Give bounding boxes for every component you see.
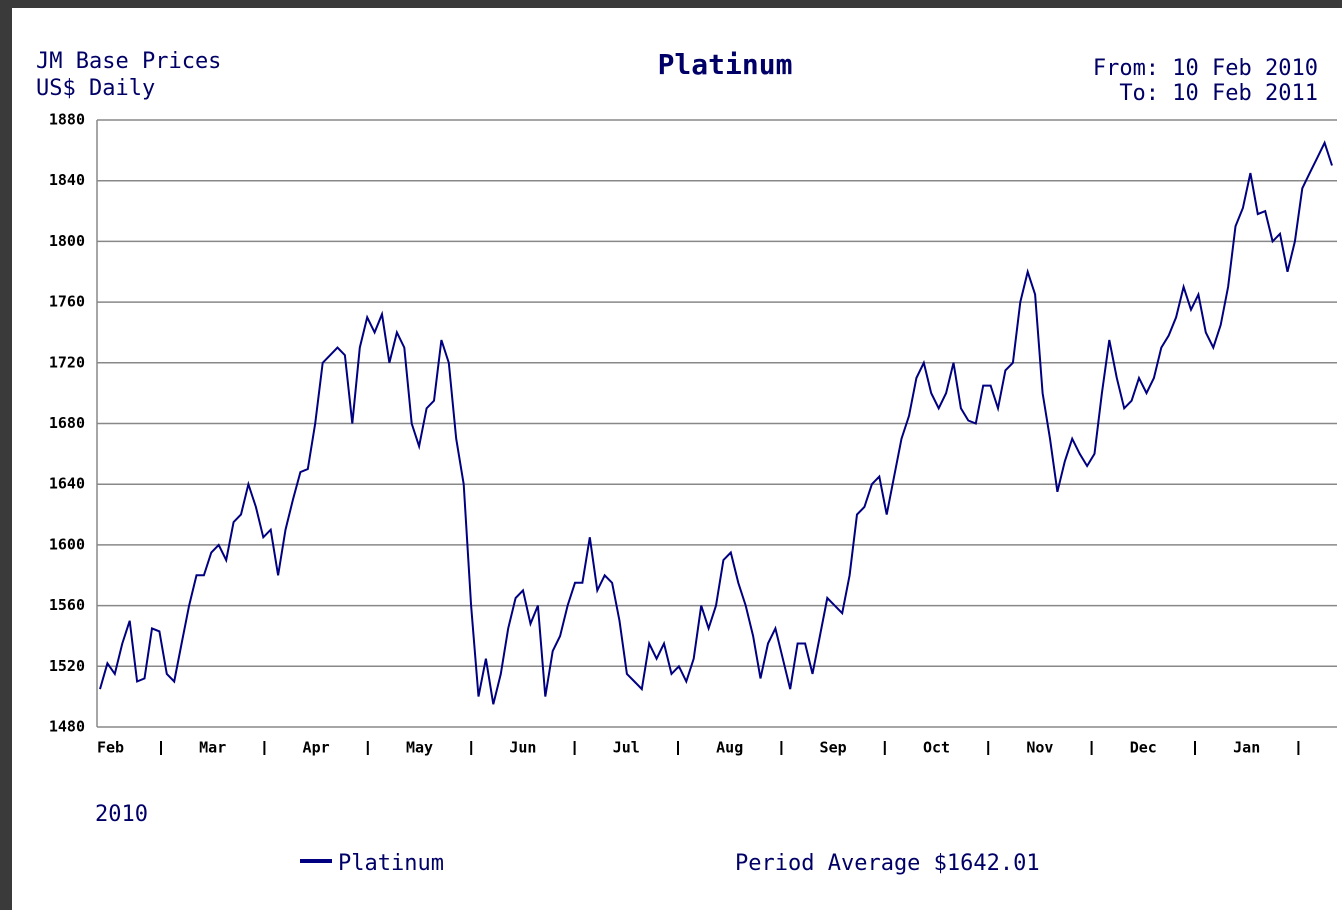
y-tick-label: 1600 xyxy=(49,535,85,553)
price-line xyxy=(99,140,1333,705)
y-tick-label: 1480 xyxy=(49,718,85,736)
x-tick-label: Aug xyxy=(716,739,743,757)
y-tick-label: 1680 xyxy=(49,414,85,432)
header-left: JM Base Prices xyxy=(36,49,221,74)
x-tick-label: Jul xyxy=(613,739,640,757)
x-tick-label: Mar xyxy=(199,739,226,757)
y-tick-label: 1560 xyxy=(49,596,85,614)
year-label: 2010 xyxy=(95,802,148,827)
y-tick-label: 1840 xyxy=(49,171,85,189)
x-tick-label: Dec xyxy=(1130,739,1157,757)
x-tick-label: Apr xyxy=(303,739,330,757)
range-text: From: 10 Feb 2010 xyxy=(1093,56,1318,81)
y-tick-label: 1760 xyxy=(49,293,85,311)
y-tick-label: 1720 xyxy=(49,353,85,371)
range-text: To: 10 Feb 2011 xyxy=(1119,81,1318,106)
x-tick-label: Jan xyxy=(1233,739,1260,757)
x-tick-label: Feb xyxy=(97,739,124,757)
header-left: US$ Daily xyxy=(36,76,155,101)
annotation: Period Average $1642.01 xyxy=(735,851,1040,876)
x-tick-label: May xyxy=(406,739,433,757)
y-tick-label: 1880 xyxy=(49,111,85,129)
legend-label: Platinum xyxy=(338,851,444,876)
y-tick-label: 1520 xyxy=(49,657,85,675)
x-tick-label: Nov xyxy=(1026,739,1053,757)
x-tick-label: Jun xyxy=(509,739,536,757)
chart-title: Platinum xyxy=(658,48,793,81)
x-tick-label: Oct xyxy=(923,739,950,757)
chart-background xyxy=(12,8,1342,910)
y-tick-label: 1800 xyxy=(49,232,85,250)
y-tick-label: 1640 xyxy=(49,475,85,493)
x-tick-label: Sep xyxy=(820,739,847,757)
